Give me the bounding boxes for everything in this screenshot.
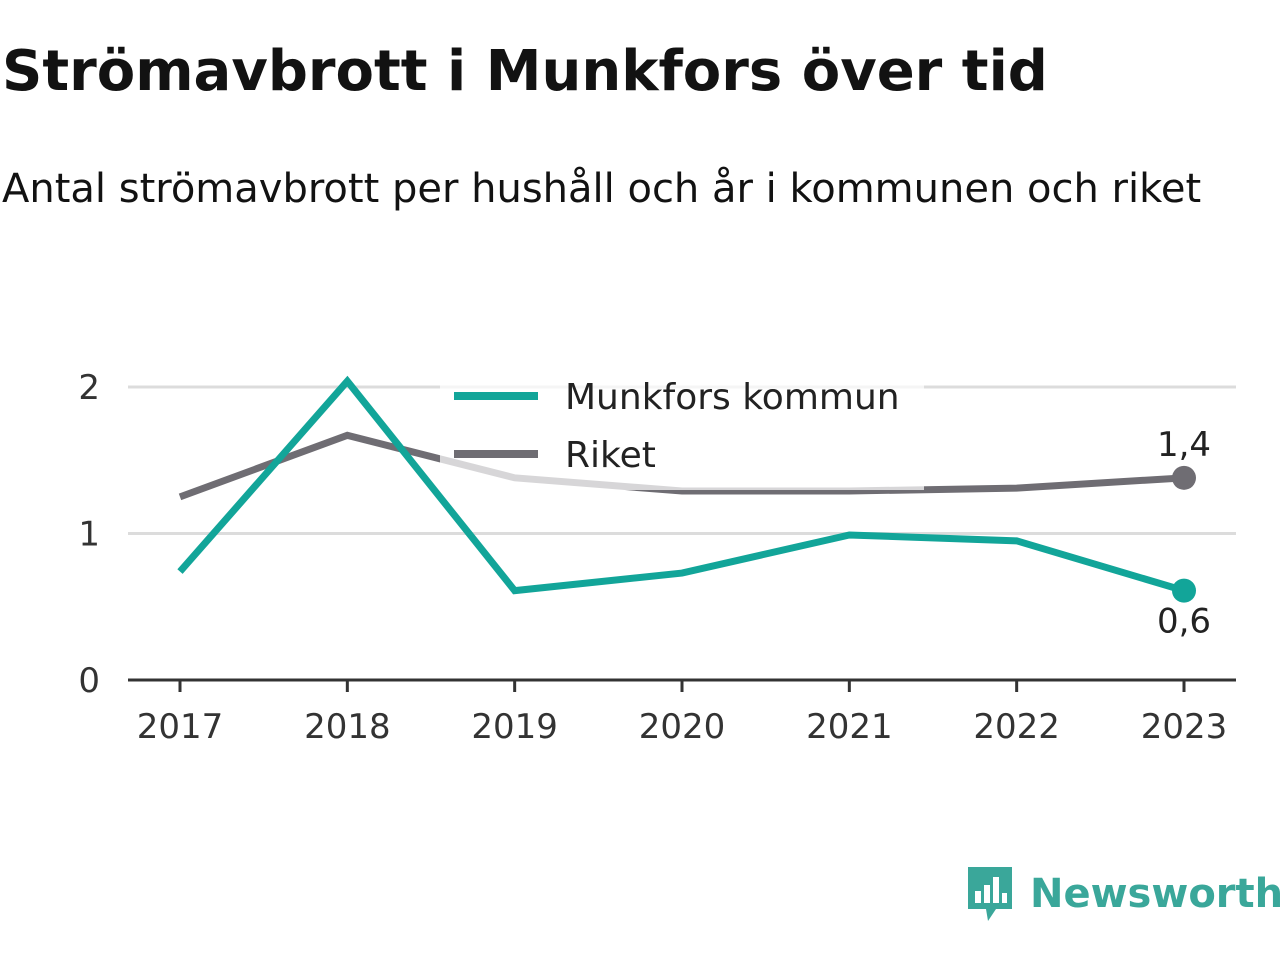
legend-label-1: Riket — [565, 435, 656, 476]
end-value-label-1: 1,4 — [1157, 425, 1211, 465]
series-line-1 — [178, 431, 1185, 501]
end-point-1 — [1172, 465, 1196, 490]
newsworthy-logo-icon — [968, 867, 1012, 921]
legend-background — [440, 368, 924, 490]
y-tick-label-2: 2 — [78, 368, 100, 408]
chart-title: Strömavbrott i Munkfors över tid — [2, 39, 1048, 104]
y-axis-ticks: 0 1 2 — [78, 368, 100, 701]
end-points: 0,6 1,4 — [1157, 425, 1211, 642]
x-tick-label-2017: 2017 — [137, 707, 224, 747]
end-point-0 — [1172, 578, 1196, 603]
x-tick-label-2022: 2022 — [973, 707, 1060, 747]
brand-logo: Newsworthy — [964, 862, 1280, 926]
brand-name: Newsworthy — [1030, 871, 1280, 917]
x-axis: 2017 2018 2019 2020 2021 2022 2023 — [128, 678, 1236, 747]
x-tick-label-2021: 2021 — [806, 707, 893, 747]
end-value-label-0: 0,6 — [1157, 602, 1211, 642]
y-tick-label-0: 0 — [78, 661, 100, 701]
legend-label-0: Munkfors kommun — [565, 377, 900, 418]
chart-subtitle: Antal strömavbrott per hushåll och år i … — [2, 166, 1202, 212]
series-lines — [177, 375, 1185, 595]
x-tick-label-2020: 2020 — [639, 707, 726, 747]
series-line-0 — [177, 375, 1185, 595]
x-tick-label-2023: 2023 — [1141, 707, 1228, 747]
y-tick-label-1: 1 — [78, 515, 100, 555]
x-tick-label-2018: 2018 — [304, 707, 391, 747]
legend: Munkfors kommun Riket — [440, 368, 924, 490]
x-tick-label-2019: 2019 — [471, 707, 558, 747]
